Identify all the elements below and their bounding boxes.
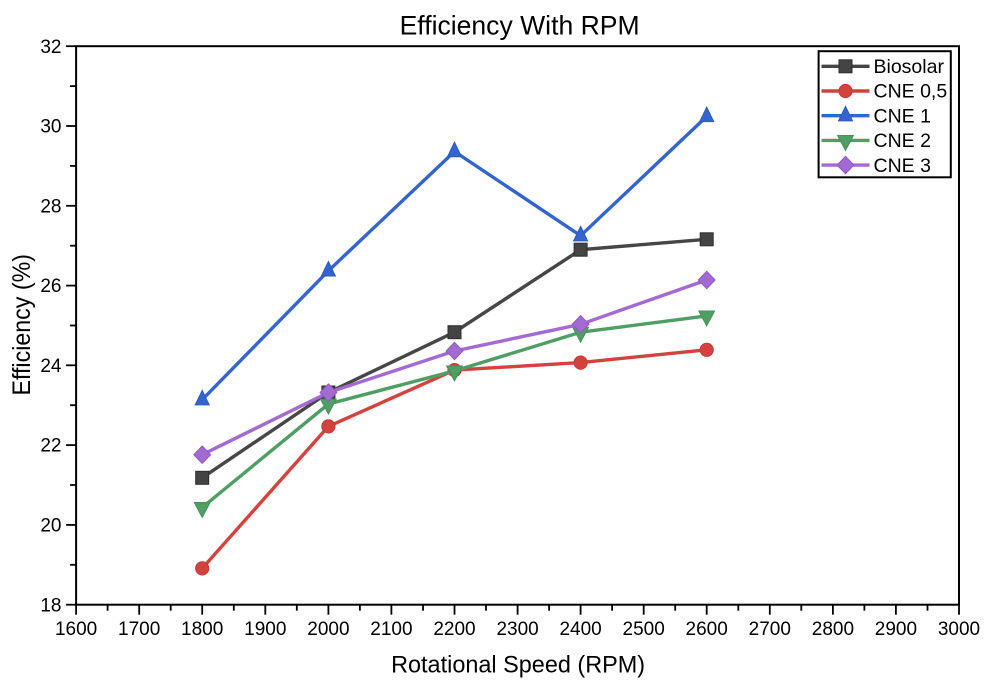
svg-text:2500: 2500	[623, 619, 665, 640]
svg-text:1900: 1900	[244, 619, 286, 640]
svg-text:2400: 2400	[559, 619, 601, 640]
svg-text:18: 18	[40, 595, 61, 616]
svg-text:30: 30	[40, 117, 61, 138]
svg-text:2000: 2000	[307, 619, 349, 640]
svg-text:2100: 2100	[370, 619, 412, 640]
svg-text:CNE 0,5: CNE 0,5	[874, 81, 948, 103]
svg-text:26: 26	[40, 276, 61, 297]
svg-text:2300: 2300	[496, 619, 538, 640]
svg-text:22: 22	[40, 436, 61, 457]
svg-text:2900: 2900	[875, 619, 917, 640]
svg-text:2600: 2600	[686, 619, 728, 640]
svg-text:Efficiency With RPM: Efficiency With RPM	[400, 10, 640, 41]
svg-text:CNE 3: CNE 3	[874, 155, 931, 177]
svg-text:2700: 2700	[749, 619, 791, 640]
svg-text:32: 32	[40, 37, 61, 58]
svg-text:2200: 2200	[433, 619, 475, 640]
svg-text:3000: 3000	[938, 619, 980, 640]
svg-text:1600: 1600	[55, 619, 97, 640]
svg-text:Biosolar: Biosolar	[874, 56, 945, 78]
svg-text:24: 24	[40, 356, 62, 377]
svg-text:CNE 2: CNE 2	[874, 130, 931, 152]
svg-text:1800: 1800	[181, 619, 223, 640]
svg-text:20: 20	[40, 516, 61, 537]
svg-text:1700: 1700	[118, 619, 160, 640]
svg-text:Rotational Speed (RPM): Rotational Speed (RPM)	[391, 652, 645, 679]
svg-text:CNE 1: CNE 1	[874, 105, 931, 127]
svg-text:28: 28	[40, 196, 61, 217]
svg-text:2800: 2800	[812, 619, 854, 640]
svg-text:Efficiency (%): Efficiency (%)	[8, 254, 36, 396]
